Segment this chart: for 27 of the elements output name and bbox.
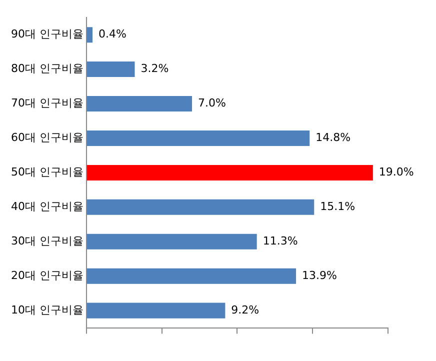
data-label: 11.3% [262,234,298,248]
y-tick-label: 90대 인구비율 [10,28,84,41]
data-label: 7.0% [198,96,226,110]
data-label: 19.0% [378,166,414,179]
data-label: 9.2% [231,303,260,316]
bar [86,234,257,250]
y-tick-label: 40대 인구비율 [10,200,84,214]
y-tick-label: 80대 인구비율 [10,62,84,76]
bar [86,130,310,146]
y-tick-label: 70대 인구비율 [10,96,84,110]
data-label: 3.2% [140,62,169,76]
bar [86,27,93,43]
data-label: 14.8% [316,131,351,144]
y-tick-label: 20대 인구비율 [10,268,84,282]
data-label: 15.1% [320,200,356,214]
y-tick-label: 50대 인구비율 [10,166,84,179]
y-tick-label: 10대 인구비율 [10,303,84,316]
bar [86,268,296,284]
y-tick-label: 30대 인구비율 [10,234,84,248]
bar [86,164,373,180]
bar [86,96,192,112]
data-label: 13.9% [302,268,337,282]
bar [86,62,135,78]
bar [86,199,314,215]
data-label: 0.4% [98,28,126,41]
y-tick-label: 60대 인구비율 [10,131,84,144]
bar [86,302,226,318]
